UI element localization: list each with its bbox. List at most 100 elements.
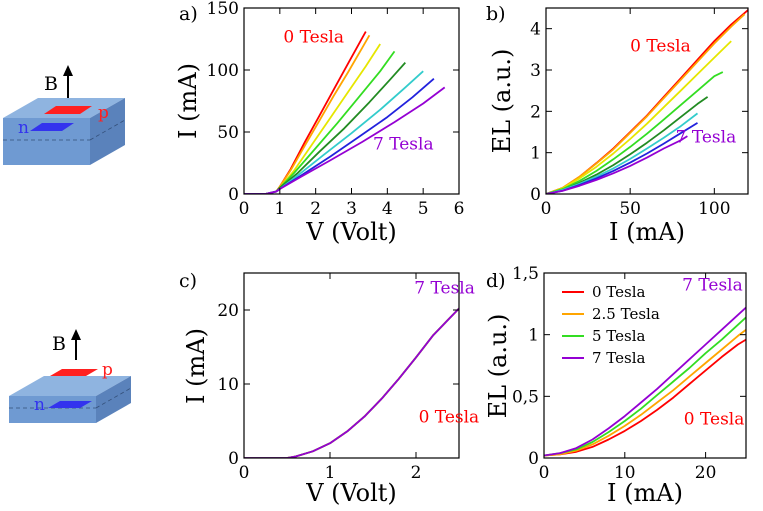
y-tick-label: 0,5 xyxy=(512,387,539,407)
series-line-0-tesla xyxy=(244,307,459,458)
n-contact xyxy=(48,401,92,408)
x-tick-label: 0 xyxy=(239,463,250,483)
x-tick-label: 6 xyxy=(454,199,465,219)
field-label-b: B xyxy=(52,333,66,355)
series-line-1-tesla xyxy=(546,13,746,194)
n-label: n xyxy=(34,395,45,415)
annotation-label: 7 Tesla xyxy=(373,134,434,154)
y-tick-label: 10 xyxy=(217,375,239,395)
x-tick-label: 0 xyxy=(239,199,250,219)
y-tick-label: 4 xyxy=(530,20,541,40)
series-line-5-tesla xyxy=(546,112,699,194)
y-axis-label: I (mA) xyxy=(182,328,210,404)
series-line-2-tesla xyxy=(546,40,732,194)
device-side-face xyxy=(96,376,131,423)
panel-label: c) xyxy=(179,270,197,292)
x-axis-label: V (Volt) xyxy=(305,218,397,246)
x-tick-label: 5 xyxy=(418,199,429,219)
series-line-2.5-tesla xyxy=(544,328,746,457)
x-tick-label: 20 xyxy=(695,463,717,483)
series-group xyxy=(544,306,746,457)
y-tick-label: 150 xyxy=(207,0,239,19)
x-tick-label: 2 xyxy=(310,199,321,219)
series-line-2.5-tesla xyxy=(244,307,459,458)
series-line-5-tesla xyxy=(544,316,746,457)
series-line-3-tesla xyxy=(244,50,396,194)
series-line-7-tesla xyxy=(244,307,459,458)
series-group xyxy=(244,31,446,194)
series-line-7-tesla xyxy=(546,135,688,194)
legend: 0 Tesla 2.5 Tesla 5 Tesla 7 Tesla xyxy=(562,283,660,367)
p-contact xyxy=(50,369,98,376)
panel-label: d) xyxy=(486,270,506,292)
y-tick-label: 0 xyxy=(530,185,541,205)
series-line-7-tesla xyxy=(244,86,446,194)
plot-frame xyxy=(543,272,747,459)
series-line-4-tesla xyxy=(244,62,406,194)
chart-panel-b: 0 50 100 0 1 2 3 4 I (mA) EL (a.u.) b) 0 Tesla 7 Tes… xyxy=(486,3,749,246)
x-tick-label: 1 xyxy=(325,463,336,483)
y-tick-label: 0 xyxy=(228,449,239,469)
annotation-label: 0 Tesla xyxy=(419,407,480,427)
device-side-face xyxy=(90,98,125,165)
series-line-3-tesla xyxy=(546,71,724,194)
x-tick-label: 50 xyxy=(619,199,641,219)
y-axis-label: EL (a.u.) xyxy=(484,314,512,419)
y-tick-label: 50 xyxy=(217,123,239,143)
field-arrow-icon xyxy=(63,65,73,76)
series-line-0-tesla xyxy=(544,338,746,457)
p-label: p xyxy=(102,360,113,380)
x-tick-label: 0 xyxy=(541,199,552,219)
plot-frame xyxy=(545,7,749,195)
y-tick-label: 3 xyxy=(530,61,541,81)
device-diagram-bottom: p n B xyxy=(9,329,132,423)
x-tick-label: 3 xyxy=(346,199,357,219)
series-line-7-tesla xyxy=(544,306,746,457)
x-axis-label: I (mA) xyxy=(609,218,685,246)
x-tick-label: 4 xyxy=(382,199,393,219)
device-top-face xyxy=(9,376,131,396)
annotation-label: 0 Tesla xyxy=(283,28,344,48)
y-tick-label: 0 xyxy=(228,185,239,205)
y-tick-label: 20 xyxy=(217,301,239,321)
series-group xyxy=(546,9,748,194)
field-label-b: B xyxy=(44,73,58,95)
series-group xyxy=(244,307,459,458)
x-tick-label: 10 xyxy=(614,463,636,483)
x-tick-label: 0 xyxy=(539,463,550,483)
n-label: n xyxy=(18,118,29,138)
x-axis-label: V (Volt) xyxy=(305,479,397,507)
annotation-label: 7 Tesla xyxy=(676,127,737,147)
x-tick-label: 1 xyxy=(274,199,285,219)
x-tick-label: 2 xyxy=(411,463,422,483)
y-tick-label: 0 xyxy=(528,449,539,469)
chart-panel-a: 0 1 2 3 4 5 6 0 50 100 150 V (Volt) I (mA) a) 0 Tesla 7… xyxy=(174,0,464,246)
legend-label: 5 Tesla xyxy=(592,327,646,345)
x-tick-label: 100 xyxy=(698,199,730,219)
y-tick-label: 1,5 xyxy=(512,264,539,284)
p-contact xyxy=(44,106,92,114)
device-front-face xyxy=(3,118,90,165)
n-contact xyxy=(30,123,74,131)
y-tick-label: 2 xyxy=(530,102,541,122)
device-front-face xyxy=(9,396,96,423)
annotation-label: 0 Tesla xyxy=(684,410,745,430)
legend-label: 0 Tesla xyxy=(592,283,646,301)
device-diagram-top: p n B xyxy=(3,65,126,165)
p-label: p xyxy=(98,103,109,123)
annotation-label: 0 Tesla xyxy=(630,36,691,56)
panel-label: b) xyxy=(486,3,506,25)
plot-frame xyxy=(243,272,460,459)
y-tick-label: 1 xyxy=(530,144,541,164)
series-line-5-tesla xyxy=(244,307,459,458)
legend-label: 7 Tesla xyxy=(592,349,646,367)
field-arrow-icon xyxy=(71,329,81,340)
y-tick-label: 100 xyxy=(207,61,239,81)
x-axis-label: I (mA) xyxy=(607,479,683,507)
y-axis-label: EL (a.u.) xyxy=(488,49,516,154)
y-axis-label: I (mA) xyxy=(174,63,202,139)
annotation-label: 7 Tesla xyxy=(682,275,743,295)
